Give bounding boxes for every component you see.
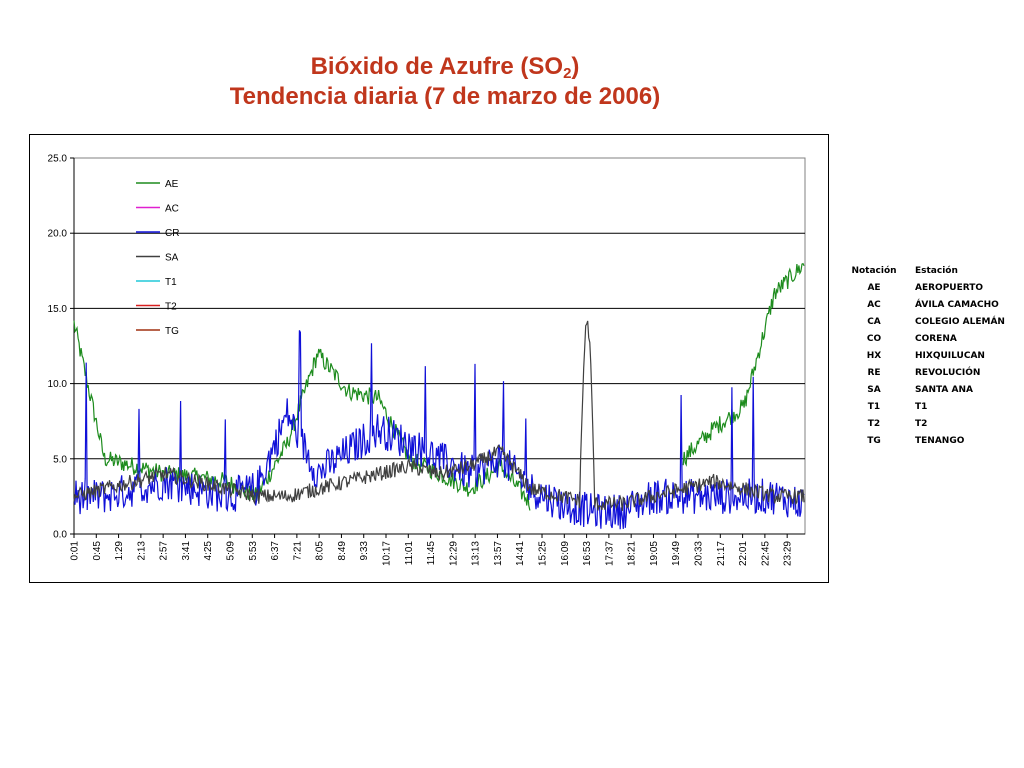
x-tick-label: 13:13	[471, 541, 482, 566]
x-tick-label: 19:05	[649, 541, 660, 566]
x-tick-label: 23:29	[783, 541, 794, 566]
y-tick-label: 5.0	[53, 454, 67, 465]
x-tick-label: 18:21	[627, 541, 638, 566]
x-tick-label: 3:41	[181, 541, 192, 561]
station-code: T1	[867, 402, 881, 412]
x-tick-label: 21:17	[716, 541, 727, 566]
station-name-header: Estación	[915, 266, 958, 276]
series-line-cr	[73, 330, 805, 530]
x-tick-label: 4:25	[203, 541, 214, 561]
x-tick-label: 11:01	[404, 541, 415, 566]
series-line-ae	[682, 262, 805, 467]
station-code: TG	[867, 436, 881, 446]
station-name: REVOLUCIÓN	[915, 368, 981, 378]
station-code-header: Notación	[851, 266, 897, 276]
x-tick-label: 2:13	[136, 541, 147, 561]
x-tick-label: 22:01	[738, 541, 749, 566]
y-tick-label: 10.0	[48, 379, 68, 390]
x-tick-label: 17:37	[604, 541, 615, 566]
legend-label-sa: SA	[165, 253, 179, 264]
x-tick-label: 10:17	[382, 541, 393, 566]
station-name: ÁVILA CAMACHO	[915, 300, 999, 310]
station-code: T2	[867, 419, 881, 429]
x-tick-label: 9:33	[359, 541, 370, 561]
x-tick-label: 12:29	[448, 541, 459, 566]
station-name: T1	[915, 402, 928, 412]
legend-label-ae: AE	[165, 179, 179, 190]
x-tick-label: 14:41	[515, 541, 526, 566]
series-line-sa	[73, 320, 805, 511]
legend-label-ac: AC	[165, 204, 179, 215]
x-tick-label: 20:33	[694, 541, 705, 566]
x-tick-label: 16:53	[582, 541, 593, 566]
x-tick-label: 1:29	[114, 541, 125, 561]
y-tick-label: 25.0	[48, 154, 68, 165]
station-name: HIXQUILUCAN	[915, 351, 985, 361]
station-code: SA	[867, 385, 881, 395]
x-tick-label: 2:57	[159, 541, 170, 561]
x-tick-label: 15:25	[538, 541, 549, 566]
x-tick-label: 22:45	[760, 541, 771, 566]
y-tick-label: 0.0	[53, 530, 67, 541]
x-tick-label: 19:49	[671, 541, 682, 566]
x-tick-label: 0:01	[70, 541, 81, 561]
legend-label-cr: CR	[165, 228, 179, 239]
station-code: AC	[867, 300, 881, 310]
x-tick-label: 8:05	[315, 541, 326, 561]
station-name: AEROPUERTO	[915, 283, 984, 293]
legend-label-t1: T1	[165, 277, 177, 288]
station-code: CA	[867, 317, 881, 327]
x-tick-label: 7:21	[292, 541, 303, 561]
legend-label-tg: TG	[165, 326, 179, 337]
chart-title-line1: Bióxido de Azufre (SO2)	[310, 53, 580, 82]
station-name: COLEGIO ALEMÁN	[915, 317, 1005, 327]
chart-frame	[29, 134, 829, 583]
y-tick-label: 15.0	[48, 304, 68, 315]
x-tick-label: 5:09	[226, 541, 237, 561]
series-line-ae	[73, 320, 531, 511]
station-code: AE	[867, 283, 881, 293]
x-tick-label: 8:49	[337, 541, 348, 561]
x-tick-label: 11:45	[426, 541, 437, 566]
x-tick-label: 13:57	[493, 541, 504, 566]
station-name: TENANGO	[915, 436, 965, 446]
station-code: HX	[866, 351, 882, 361]
so2-line-chart: 0.0 5.0 10.0 15.0 20.0 25.0 0:01 0:45 1:29 2:13 2:…	[48, 154, 806, 566]
chart-title-line2: Tendencia diaria (7 de marzo de 2006)	[229, 83, 661, 110]
station-code: RE	[867, 368, 881, 378]
station-name: T2	[915, 419, 928, 429]
legend-label-t2: T2	[165, 302, 177, 313]
x-tick-label: 5:53	[248, 541, 259, 561]
x-tick-label: 16:09	[560, 541, 571, 566]
x-tick-label: 0:45	[92, 541, 103, 561]
x-tick-label: 6:37	[270, 541, 281, 561]
station-name: SANTA ANA	[915, 385, 973, 395]
station-code: CO	[866, 334, 882, 344]
station-name: CORENA	[915, 334, 957, 344]
y-tick-label: 20.0	[48, 229, 68, 240]
